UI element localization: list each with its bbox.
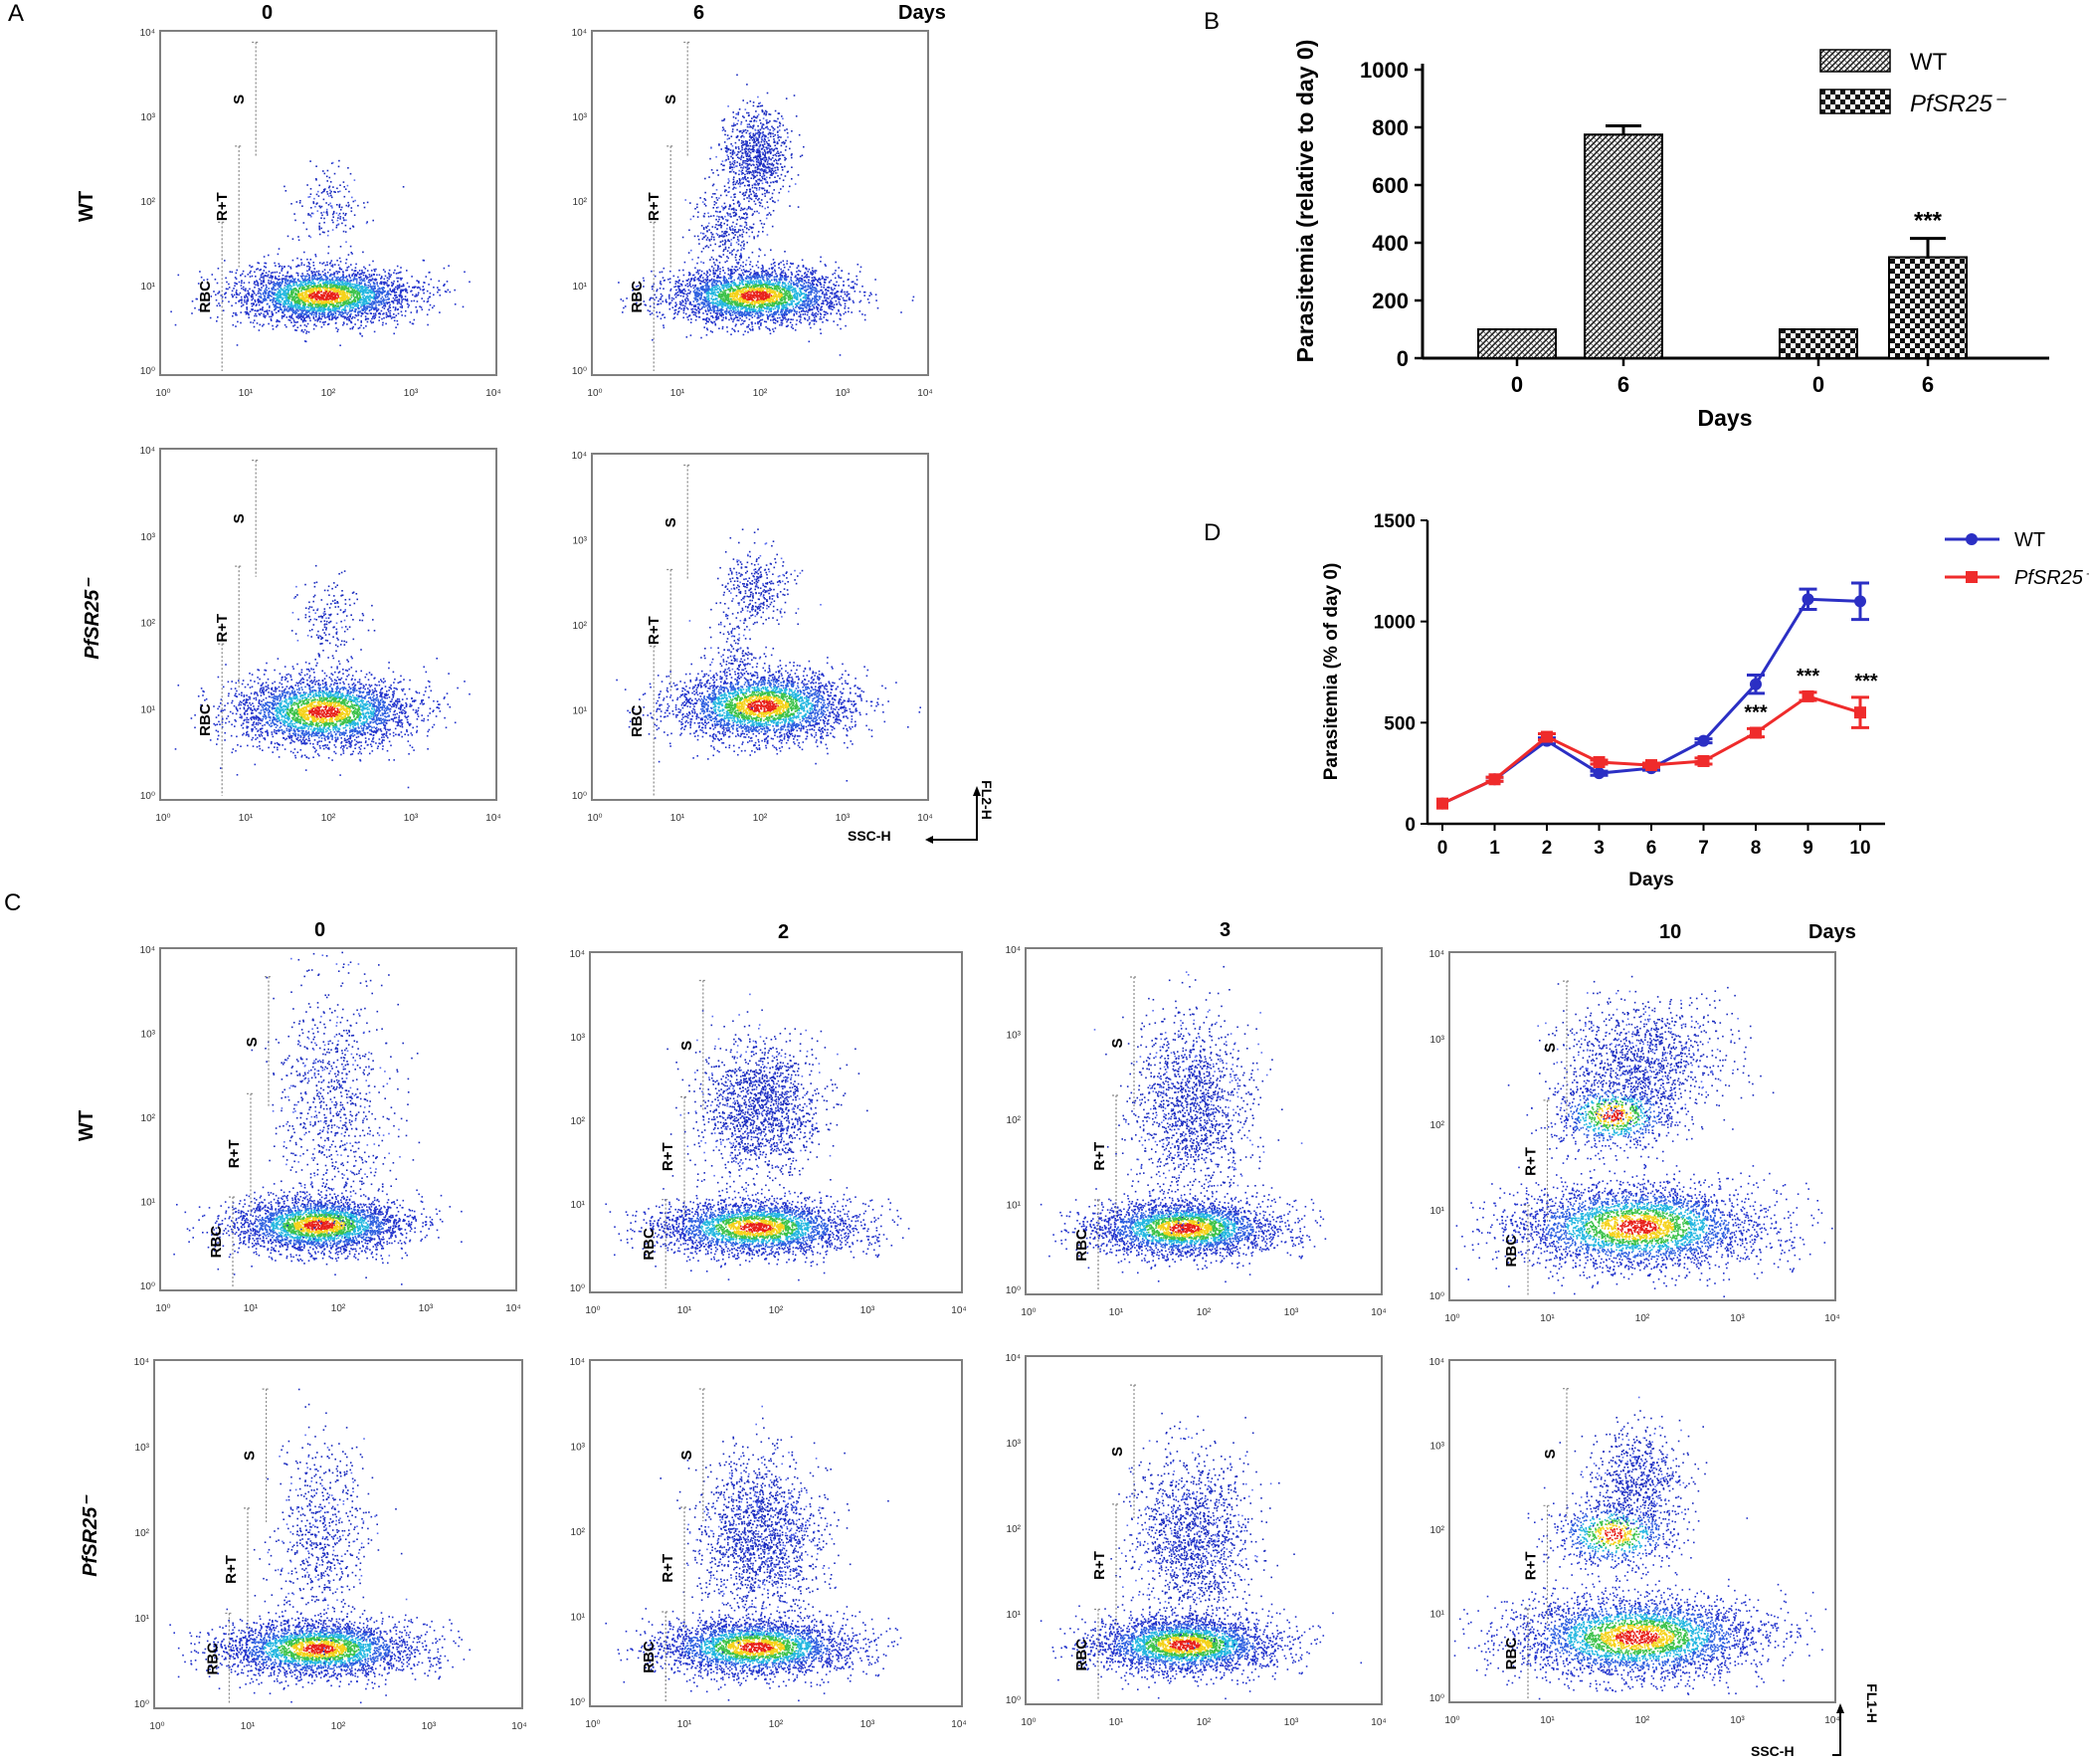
facs-a-wt-day0: RBC R+T S xyxy=(159,30,497,376)
facs-a-mut-day0: RBC R+T S xyxy=(159,448,497,801)
facs-a-wt-day0-x-ticks: 10⁰ 10¹ 10² 10³ 10⁴ xyxy=(155,388,500,399)
c-days-label: Days xyxy=(1808,921,1856,944)
point-wt-5 xyxy=(1697,734,1710,747)
point-mut-1 xyxy=(1488,773,1501,786)
point-wt-8 xyxy=(1854,595,1866,608)
bar-b-3 xyxy=(1888,256,1968,359)
point-wt-6 xyxy=(1750,678,1762,690)
a-col-label-6: 6 xyxy=(693,2,704,25)
point-mut-3 xyxy=(1593,755,1606,768)
svg-text:10¹: 10¹ xyxy=(239,388,254,399)
facs-c-wt-day2-x-ticks: 10⁰ 10¹ 10² 10³ 10⁴ xyxy=(585,1305,966,1316)
c-col-label-2: 2 xyxy=(778,921,789,944)
bar-b-2 xyxy=(1779,328,1858,359)
svg-text:10³: 10³ xyxy=(404,388,419,399)
facs-c-mut-day3: RBC R+T S xyxy=(1025,1355,1383,1705)
facs-a-wt-day0-y-ticks: 10⁰ 10¹ 10² 10³ 10⁴ xyxy=(140,28,156,377)
point-wt-3 xyxy=(1593,767,1606,780)
facs-c-mut-day0-x-ticks: 10⁰ 10¹ 10² 10³ 10⁴ xyxy=(149,1721,526,1732)
facs-a-mut-day6-x-ticks: 10⁰ 10¹ 10² 10³ 10⁴ xyxy=(587,813,932,824)
facs-c-wt-day3: RBC R+T S xyxy=(1025,947,1383,1295)
facs-c-mut-day0: RBC R+T S xyxy=(153,1359,523,1709)
point-wt-7 xyxy=(1802,593,1814,606)
facs-a-mut-day0-x-ticks: 10⁰ 10¹ 10² 10³ 10⁴ xyxy=(155,813,500,824)
panel-letter-a: A xyxy=(8,0,24,28)
svg-text:10⁰: 10⁰ xyxy=(155,388,170,399)
svg-text:10²: 10² xyxy=(141,197,156,208)
facs-c-wt-day10: RBC R+T S xyxy=(1448,951,1836,1301)
facs-a-wt-day6: RBC R+T S xyxy=(591,30,929,376)
svg-text:10³: 10³ xyxy=(141,112,156,123)
svg-text:S: S xyxy=(231,95,248,104)
panel-letter-b: B xyxy=(1204,8,1220,36)
svg-text:RBC: RBC xyxy=(197,281,214,313)
c-axis-x-label: SSC-H xyxy=(1751,1743,1795,1759)
point-mut-7 xyxy=(1802,689,1814,702)
facs-c-mut-day10: RBC R+T S xyxy=(1448,1359,1836,1703)
facs-c-wt-day0-x-ticks: 10⁰ 10¹ 10² 10³ 10⁴ xyxy=(155,1303,520,1314)
svg-text:R+T: R+T xyxy=(214,192,231,221)
c-col-label-3: 3 xyxy=(1220,919,1231,942)
panel-letter-d: D xyxy=(1204,519,1221,547)
svg-text:10¹: 10¹ xyxy=(141,282,156,293)
point-mut-2 xyxy=(1541,730,1553,743)
c-col-label-10: 10 xyxy=(1659,921,1681,944)
facs-c-wt-day0: RBC R+T S xyxy=(159,947,517,1291)
facs-c-mut-day2: RBC R+T S xyxy=(589,1359,963,1707)
facs-c-wt-day3-x-ticks: 10⁰ 10¹ 10² 10³ 10⁴ xyxy=(1021,1307,1386,1318)
facs-c-wt-day10-x-ticks: 10⁰ 10¹ 10² 10³ 10⁴ xyxy=(1444,1313,1839,1324)
facs-a-mut-day6: RBC R+T S xyxy=(591,453,929,801)
a-col-label-0: 0 xyxy=(262,2,273,25)
a-days-label: Days xyxy=(898,2,946,25)
svg-text:10⁴: 10⁴ xyxy=(140,28,155,39)
point-mut-5 xyxy=(1697,754,1710,767)
svg-text:10⁴: 10⁴ xyxy=(485,388,500,399)
panel-letter-c: C xyxy=(4,889,21,917)
facs-c-wt-day2: RBC R+T S xyxy=(589,951,963,1293)
a-axis-x-label: SSC-H xyxy=(848,828,891,844)
svg-text:10⁰: 10⁰ xyxy=(140,366,155,377)
bar-b-1 xyxy=(1584,133,1663,359)
svg-text:10²: 10² xyxy=(321,388,336,399)
facs-a-wt-day6-x-ticks: 10⁰ 10¹ 10² 10³ 10⁴ xyxy=(587,388,932,399)
bar-b-0 xyxy=(1477,328,1557,359)
point-mut-6 xyxy=(1750,726,1762,739)
facs-c-mut-day10-x-ticks: 10⁰ 10¹ 10² 10³ 10⁴ xyxy=(1444,1715,1839,1726)
facs-c-mut-day2-x-ticks: 10⁰ 10¹ 10² 10³ 10⁴ xyxy=(585,1719,966,1730)
facs-c-mut-day3-x-ticks: 10⁰ 10¹ 10² 10³ 10⁴ xyxy=(1021,1717,1386,1728)
point-mut-8 xyxy=(1854,706,1866,719)
point-mut-0 xyxy=(1436,797,1448,810)
point-mut-4 xyxy=(1645,759,1657,772)
c-col-label-0: 0 xyxy=(314,919,325,942)
